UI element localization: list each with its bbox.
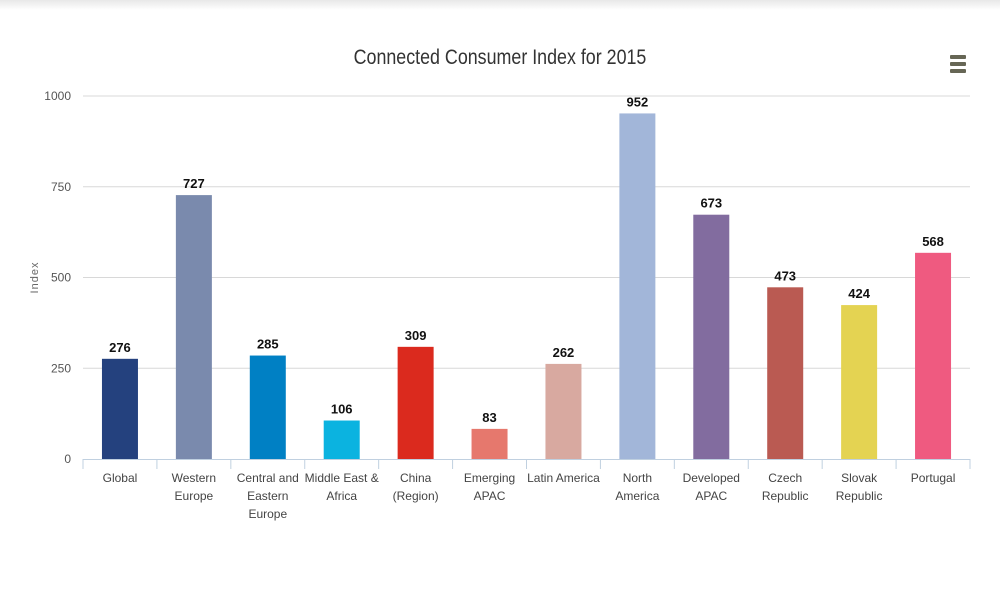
x-tick-label-line: Africa	[326, 489, 357, 503]
x-tick-label-line: Middle East &	[305, 471, 379, 485]
bar	[471, 428, 508, 459]
data-label: 285	[257, 337, 279, 352]
x-tick-label-line: Western	[172, 471, 216, 485]
x-tick-label: Latin America	[527, 471, 600, 485]
data-label: 673	[700, 196, 722, 211]
y-tick-label: 750	[51, 180, 71, 194]
y-tick-label: 0	[64, 452, 71, 466]
x-tick-label-line: Europe	[248, 507, 287, 521]
data-label: 262	[553, 345, 575, 360]
x-tick-label-line: APAC	[474, 489, 506, 503]
data-label: 952	[627, 94, 649, 109]
x-tick-label: China (Region)	[393, 471, 439, 503]
data-label: 106	[331, 402, 353, 417]
bar	[693, 214, 730, 459]
x-tick-label-line: Republic	[762, 489, 809, 503]
x-tick-label-line: Developed	[683, 471, 740, 485]
data-label: 473	[774, 268, 796, 283]
x-tick-label: Western Europe	[172, 471, 216, 503]
bar	[397, 346, 434, 459]
x-tick-label-line: Europe	[175, 489, 214, 503]
x-tick-label-line: Central and	[237, 471, 299, 485]
data-label: 568	[922, 234, 944, 249]
x-tick-label: Central and Eastern Europe	[237, 471, 299, 521]
x-tick-label-line: North	[623, 471, 652, 485]
x-tick-label-line: Latin America	[527, 471, 600, 485]
x-tick-label: Czech Republic	[762, 471, 809, 503]
x-tick-label-line: Emerging	[464, 471, 515, 485]
bar	[101, 358, 138, 459]
x-tick-label-line: Eastern	[247, 489, 288, 503]
top-shade	[0, 0, 1000, 10]
data-label: 424	[848, 286, 870, 301]
data-label: 727	[183, 176, 205, 191]
chart-title: Connected Consumer Index for 2015	[353, 46, 647, 69]
bar	[767, 287, 804, 459]
x-tick-label: Emerging APAC	[464, 471, 515, 503]
hamburger-menu-icon[interactable]	[950, 55, 966, 75]
x-tick-label-line: America	[615, 489, 659, 503]
data-label: 83	[482, 410, 496, 425]
x-tick-label: Middle East & Africa	[305, 471, 379, 503]
y-tick-label: 1000	[44, 89, 71, 103]
x-tick-label: Slovak Republic	[836, 471, 883, 503]
x-tick-label-line: Portugal	[911, 471, 956, 485]
bar	[249, 355, 286, 459]
y-tick-label: 500	[51, 271, 71, 285]
x-tick-label-line: Global	[103, 471, 138, 485]
x-tick-label: Portugal	[911, 471, 956, 485]
data-label: 276	[109, 340, 131, 355]
bar	[619, 113, 656, 459]
bar	[545, 363, 582, 459]
x-tick-label: Developed APAC	[683, 471, 740, 503]
y-tick-label: 250	[51, 361, 71, 375]
bar	[915, 252, 952, 459]
x-tick-label: North America	[615, 471, 659, 503]
x-tick-label-line: Republic	[836, 489, 883, 503]
bar	[175, 195, 212, 459]
x-tick-label-line: APAC	[695, 489, 727, 503]
x-tick-label-line: Slovak	[841, 471, 878, 485]
x-tick-label-line: Czech	[768, 471, 802, 485]
x-tick-label: Global	[103, 471, 138, 485]
x-tick-label-line: China	[400, 471, 432, 485]
data-label: 309	[405, 328, 427, 343]
x-tick-label-line: (Region)	[393, 489, 439, 503]
y-axis-label: Index	[29, 262, 41, 294]
bar	[841, 305, 878, 459]
bar	[323, 420, 360, 459]
